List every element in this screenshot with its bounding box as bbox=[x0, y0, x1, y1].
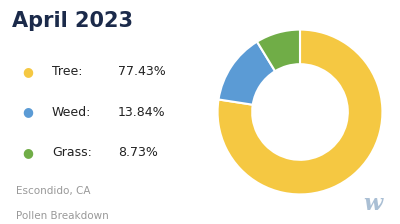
Text: Tree:: Tree: bbox=[52, 65, 82, 78]
Wedge shape bbox=[218, 42, 275, 105]
Text: w: w bbox=[363, 193, 382, 215]
Text: Pollen Breakdown: Pollen Breakdown bbox=[16, 211, 109, 221]
Text: Escondido, CA: Escondido, CA bbox=[16, 186, 90, 196]
Text: 77.43%: 77.43% bbox=[118, 65, 166, 78]
Text: April 2023: April 2023 bbox=[12, 11, 133, 31]
Text: ●: ● bbox=[22, 106, 34, 118]
Text: Weed:: Weed: bbox=[52, 106, 91, 118]
Text: Grass:: Grass: bbox=[52, 146, 92, 159]
Text: 13.84%: 13.84% bbox=[118, 106, 166, 118]
Text: ●: ● bbox=[22, 146, 34, 159]
Text: 8.73%: 8.73% bbox=[118, 146, 158, 159]
Text: ●: ● bbox=[22, 65, 34, 78]
Wedge shape bbox=[218, 30, 382, 194]
Wedge shape bbox=[257, 30, 300, 71]
